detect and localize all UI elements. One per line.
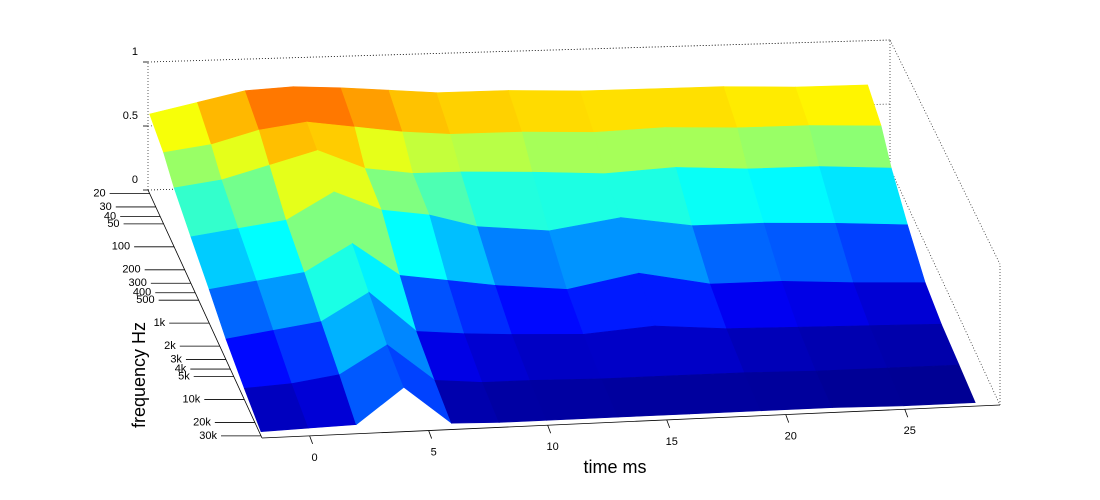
surface-cell <box>887 364 976 407</box>
y-tick-label: 300 <box>129 277 147 289</box>
y-tick-label: 5k <box>178 370 190 382</box>
y-tick-label: 3k <box>170 353 182 365</box>
y-tick-label: 200 <box>122 264 140 276</box>
surface-cell <box>808 125 892 169</box>
x-tick <box>785 414 790 423</box>
y-tick-label: 50 <box>107 218 119 230</box>
x-tick-label: 5 <box>431 446 437 458</box>
box-edge <box>147 189 263 439</box>
surface-cell <box>450 131 534 173</box>
y-tick-label: 4k <box>175 363 187 375</box>
y-tick-label: 10k <box>183 393 201 405</box>
x-tick <box>309 435 313 445</box>
z-tick-label: 1 <box>132 46 138 58</box>
x-tick-label: 15 <box>666 436 678 448</box>
y-tick-label: 2k <box>164 340 176 352</box>
labels: 00.51203040501002003004005001k2k3k4k5k10… <box>93 46 916 464</box>
x-tick <box>666 419 671 429</box>
surface-cell <box>723 86 810 129</box>
x-tick <box>428 430 433 439</box>
surface-cell <box>521 131 605 174</box>
z-tick-label: 0.5 <box>123 110 138 122</box>
x-axis-title: time ms <box>584 457 647 477</box>
x-tick <box>904 409 909 418</box>
x-tick <box>547 425 552 434</box>
x-tick-label: 10 <box>547 441 559 453</box>
y-tick-label: 30k <box>199 430 217 442</box>
surface <box>149 84 976 432</box>
surface-cell <box>508 90 595 133</box>
surface-cell <box>580 88 667 133</box>
y-tick-label: 500 <box>136 294 154 306</box>
z-tick-label: 0 <box>132 174 138 186</box>
y-tick-label: 30 <box>100 201 112 213</box>
y-tick-label: 100 <box>112 241 130 253</box>
x-tick-label: 25 <box>904 425 916 437</box>
surface-cell <box>795 84 882 127</box>
y-tick-label: 400 <box>133 287 151 299</box>
surface-cell <box>651 86 739 129</box>
y-tick-label: 20k <box>193 416 211 428</box>
surface-cell <box>436 90 523 135</box>
y-tick-label: 40 <box>104 210 116 222</box>
surface-cell <box>593 127 677 174</box>
x-tick-label: 20 <box>785 430 797 442</box>
box-edge <box>261 404 1001 439</box>
z-grid-line <box>147 39 891 63</box>
surface-cell <box>737 125 820 170</box>
surface-cell <box>665 127 749 170</box>
x-tick-label: 0 <box>312 452 318 464</box>
y-axis-title: frequency Hz <box>129 322 149 428</box>
y-tick-label: 20 <box>93 187 105 199</box>
y-tick-label: 1k <box>154 317 166 329</box>
